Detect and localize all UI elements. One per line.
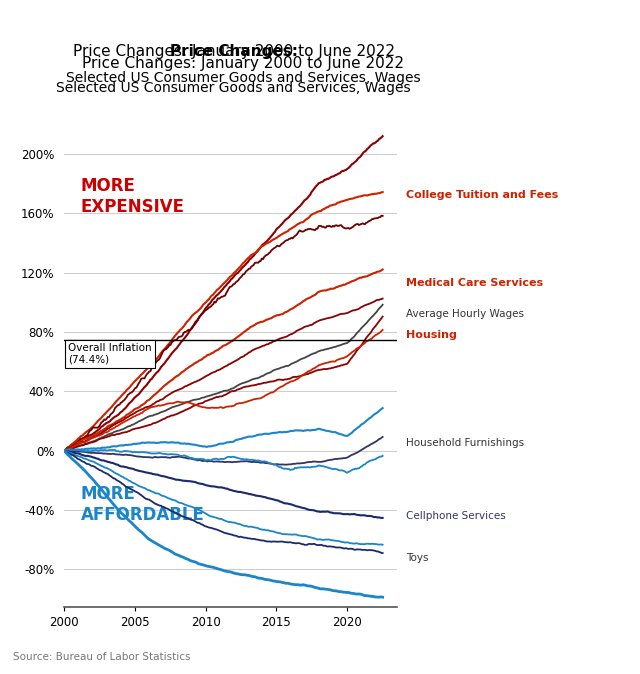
Text: Price Changes: January 2000 to June 2022: Price Changes: January 2000 to June 2022 bbox=[72, 44, 395, 59]
Text: Toys: Toys bbox=[406, 553, 429, 563]
Text: Price Changes: January 2000 to June 2022: Price Changes: January 2000 to June 2022 bbox=[82, 56, 404, 71]
Text: College Tuition and Fees: College Tuition and Fees bbox=[406, 190, 559, 200]
Text: MORE
AFFORDABLE: MORE AFFORDABLE bbox=[81, 485, 205, 524]
Text: Housing: Housing bbox=[406, 330, 457, 340]
Text: Household Furnishings: Household Furnishings bbox=[406, 438, 525, 448]
Text: Average Hourly Wages: Average Hourly Wages bbox=[406, 309, 524, 319]
Text: Selected US Consumer Goods and Services, Wages: Selected US Consumer Goods and Services,… bbox=[66, 71, 420, 86]
Text: Source: Bureau of Labor Statistics: Source: Bureau of Labor Statistics bbox=[13, 652, 190, 662]
Text: MORE
EXPENSIVE: MORE EXPENSIVE bbox=[81, 177, 184, 216]
Text: Overall Inflation
(74.4%): Overall Inflation (74.4%) bbox=[68, 343, 152, 365]
Text: Cellphone Services: Cellphone Services bbox=[406, 511, 506, 521]
Text: Medical Care Services: Medical Care Services bbox=[406, 278, 543, 288]
Text: Price Changes:: Price Changes: bbox=[170, 44, 298, 59]
Text: Selected US Consumer Goods and Services, Wages: Selected US Consumer Goods and Services,… bbox=[56, 81, 411, 95]
